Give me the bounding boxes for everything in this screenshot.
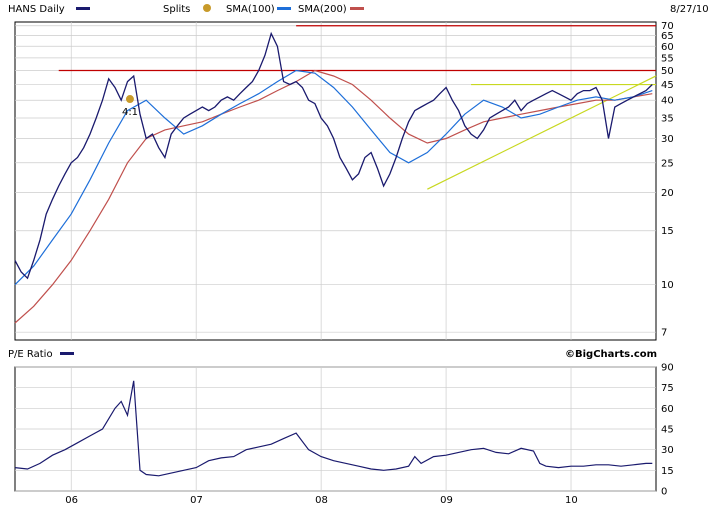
pe-ratio-line [14,380,653,477]
x-axis: 06 07 08 09 10 [65,495,578,506]
header-legend: HANS Daily Splits SMA(100) SMA(200) 8/27… [8,4,709,15]
pe-tick-label: 90 [661,363,674,374]
price-legend-swatch [76,7,90,10]
price-tick-label: 65 [661,31,674,42]
x-tick-label: 09 [440,495,453,506]
pe-tick-label: 15 [661,466,674,477]
price-panel-frame [14,21,657,341]
split-ratio-label: 4:1 [122,107,138,118]
pe-panel: 0 15 30 45 60 75 90 [14,363,674,498]
pe-y-axis: 0 15 30 45 60 75 90 [661,363,674,498]
brand-label: ©BigCharts.com [565,349,657,360]
price-tick-label: 20 [661,188,674,199]
sma200-label: SMA(200) [298,4,347,15]
pe-legend-swatch [60,352,74,355]
sma200-legend-swatch [350,7,364,10]
price-tick-label: 25 [661,158,674,169]
split-annotation: 4:1 [122,95,138,118]
price-tick-label: 30 [661,134,674,145]
price-tick-label: 35 [661,113,674,124]
pe-tick-label: 60 [661,404,674,415]
ticker-label: HANS Daily [8,4,65,15]
sma100-label: SMA(100) [226,4,275,15]
date-label: 8/27/10 [670,4,709,15]
price-line [14,31,653,280]
pe-tick-label: 0 [661,487,667,498]
split-icon [203,4,211,12]
price-tick-label: 40 [661,96,674,107]
price-tick-label: 15 [661,226,674,237]
x-tick-label: 10 [565,495,578,506]
price-tick-label: 7 [661,328,667,339]
x-tick-label: 08 [315,495,328,506]
sma100-line [14,69,653,286]
sma200-line [14,69,653,324]
pe-tick-label: 45 [661,425,674,436]
x-tick-label: 07 [190,495,203,506]
pe-tick-label: 30 [661,445,674,456]
price-tick-label: 50 [661,66,674,77]
pe-tick-label: 75 [661,383,674,394]
price-tick-label: 45 [661,80,674,91]
price-tick-label: 10 [661,280,674,291]
price-tick-label: 55 [661,53,674,64]
price-tick-label: 60 [661,42,674,53]
splits-label: Splits [163,4,190,15]
price-series [14,31,653,324]
split-marker-icon [125,95,134,104]
support-trendline [427,75,657,190]
pe-series [14,380,653,477]
pe-ratio-label: P/E Ratio [8,349,53,360]
price-reference-lines [58,25,657,190]
x-tick-label: 06 [65,495,78,506]
pe-grid [15,366,656,492]
sma100-legend-swatch [277,7,291,10]
price-tick-label: 70 [661,21,674,32]
